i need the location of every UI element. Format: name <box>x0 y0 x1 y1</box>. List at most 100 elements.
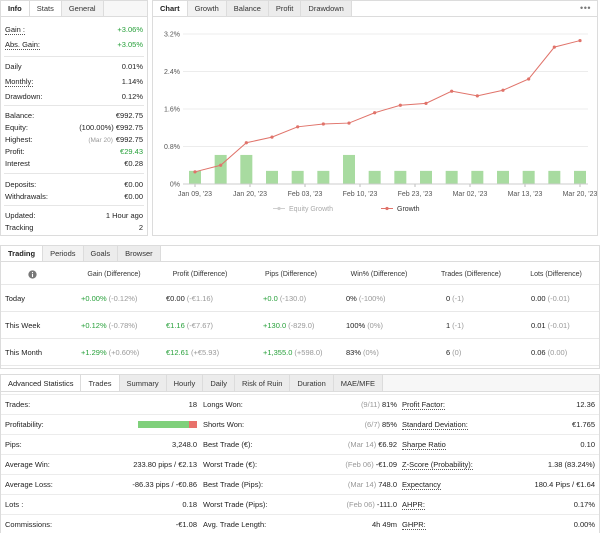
tab-goals[interactable]: Goals <box>83 246 119 261</box>
tab-stats[interactable]: Stats <box>29 1 62 16</box>
info-value: 1 Hour ago <box>105 211 143 220</box>
trading-trades-value: 0 <box>446 293 451 303</box>
tab-browser[interactable]: Browser <box>118 246 161 261</box>
trading-trades-diff: (-1) <box>452 293 464 303</box>
tab-profit[interactable]: Profit <box>268 1 302 16</box>
tab-drawdown[interactable]: Drawdown <box>301 1 352 16</box>
growth-point <box>347 121 351 125</box>
info-value-wrap: (100.00%) €992.75 <box>79 123 143 132</box>
growth-point <box>578 38 582 43</box>
stats-row: Lots : 0.18 Worst Trade (Pips): (Feb 06) -11… <box>1 494 599 514</box>
info-value-wrap: €0.28 <box>124 159 143 168</box>
stats-value-1: -86.33 pips / -€0.86 <box>132 480 197 489</box>
stats-label-3[interactable]: Standard Deviation: <box>402 415 468 434</box>
legend-growth-marker <box>385 206 389 211</box>
trading-win-value: 83% <box>346 347 362 357</box>
growth-point <box>424 101 428 105</box>
stats-label-1: Trades: <box>5 400 31 409</box>
tab-mae-mfe[interactable]: MAE/MFE <box>333 375 383 391</box>
info-icon[interactable] <box>28 264 38 284</box>
info-row: Equity: (100.00%) €992.75 <box>5 122 143 133</box>
stats-label-1: Commissions: <box>5 520 53 529</box>
chart-bar <box>394 170 407 184</box>
stats-label-3[interactable]: Expectancy <box>402 475 441 494</box>
info-value-wrap: (Mar 20) €992.75 <box>88 135 143 144</box>
trading-win-value: 0% <box>346 293 357 303</box>
stats-value-3: 0.00% <box>573 520 595 529</box>
period-label: This Month <box>5 347 43 357</box>
tab-duration[interactable]: Duration <box>290 375 334 391</box>
tab-hourly[interactable]: Hourly <box>166 375 204 391</box>
info-value-date: (Mar 20) <box>88 137 113 144</box>
trading-header: Gain (Difference) Profit (Difference) Pi… <box>1 264 599 284</box>
header-profit: Profit (Difference) <box>172 270 228 278</box>
period-label: Today <box>5 293 26 303</box>
tab-periods[interactable]: Periods <box>43 246 84 261</box>
stats-value-2-sub: (Mar 14) <box>347 480 377 489</box>
stats-value-1: 233.80 pips / €2.13 <box>133 460 197 469</box>
stats-label-3[interactable]: GHPR: <box>402 515 426 533</box>
tab-info[interactable]: Info <box>1 1 30 16</box>
tab-summary[interactable]: Summary <box>119 375 167 391</box>
info-row: Interest €0.28 <box>5 158 143 169</box>
tab-risk-of-ruin[interactable]: Risk of Ruin <box>234 375 291 391</box>
info-value-wrap: €29.43 <box>120 147 143 156</box>
x-tick-label: Feb 23, '23 <box>398 191 433 198</box>
stats-value-3: 12.36 <box>576 400 595 409</box>
info-value-wrap: +3.05% <box>117 40 143 49</box>
stats-value-2: 4h 49m <box>301 515 397 533</box>
stats-label-3[interactable]: Sharpe Ratio <box>402 435 446 454</box>
growth-point <box>450 89 454 93</box>
info-row: Withdrawals: €0.00 <box>5 191 143 202</box>
info-value: €29.43 <box>120 147 143 156</box>
stats-row: Commissions: -€1.08 Avg. Trade Length: 4h 4… <box>1 514 599 533</box>
trading-gain-value: +1.29% <box>81 347 107 357</box>
info-label: Interest <box>5 159 31 168</box>
stats-value-2-sub: (6/7) <box>364 420 380 429</box>
stats-label-3[interactable]: AHPR: <box>402 495 425 514</box>
info-label: Equity: <box>5 123 28 132</box>
growth-point <box>270 135 274 139</box>
tab-general[interactable]: General <box>61 1 104 16</box>
stats-label-2: Best Trade (€): <box>203 440 253 449</box>
stats-label-3[interactable]: Z-Score (Probability): <box>402 455 473 474</box>
stats-label-3-text: GHPR: <box>402 519 426 530</box>
stats-value-2-main: 85% <box>381 420 397 429</box>
stats-value-3: 0.10 <box>580 440 595 449</box>
y-tick-label: 0.8% <box>164 144 180 151</box>
profitability-bar-profit <box>138 421 189 428</box>
tab-chart[interactable]: Chart <box>153 1 188 16</box>
x-tick-label: Feb 10, '23 <box>343 191 378 198</box>
trading-profit-diff: (-€1.16) <box>186 293 214 303</box>
info-value: €0.00 <box>124 192 143 201</box>
tab-daily[interactable]: Daily <box>203 375 235 391</box>
stats-label-2: Worst Trade (€): <box>203 460 258 469</box>
info-row: Updated: 1 Hour ago <box>5 210 143 221</box>
chart-bar <box>266 170 278 184</box>
info-panel: Info Stats General Gain : +3.06% Abs. Gain… <box>0 0 148 236</box>
chart-bar <box>471 170 484 184</box>
info-label: Daily <box>5 62 22 71</box>
tab-growth[interactable]: Growth <box>187 1 227 16</box>
stats-label-1: Average Win: <box>5 460 50 469</box>
stats-value-2-main: -111.0 <box>376 500 397 509</box>
stats-value-3: €1.765 <box>572 420 595 429</box>
growth-point <box>398 103 402 107</box>
trading-pips-cell: +0.0 (-130.0) <box>263 285 306 311</box>
trading-gain-diff: (+0.60%) <box>108 347 140 357</box>
trading-lots-cell: 0.01 (-0.01) <box>531 312 570 338</box>
trading-pips-diff: (-130.0) <box>279 293 307 303</box>
info-tabs: Info Stats General <box>1 1 147 17</box>
trading-gain-cell: +1.29% (+0.60%) <box>81 339 139 365</box>
tab-trades[interactable]: Trades <box>81 375 120 391</box>
header-lots: Lots (Difference) <box>530 270 582 278</box>
stats-label-3-text: AHPR: <box>402 499 425 510</box>
tab-trading[interactable]: Trading <box>1 246 44 261</box>
tab-balance[interactable]: Balance <box>226 1 269 16</box>
stats-value-2-sub: (Mar 14) <box>347 440 377 449</box>
trading-lots-value: 0.01 <box>531 320 546 330</box>
more-dots-icon[interactable]: ••• <box>580 3 591 13</box>
stats-label-3[interactable]: Profit Factor: <box>402 395 445 414</box>
tab-advanced-statistics[interactable]: Advanced Statistics <box>1 375 82 391</box>
stats-row: Average Win: 233.80 pips / €2.13 Worst Tra… <box>1 454 599 474</box>
